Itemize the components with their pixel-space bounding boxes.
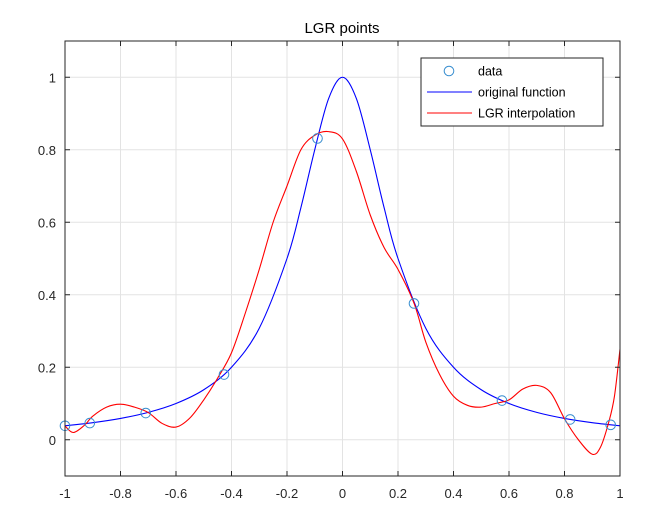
x-tick-label: -0.6 bbox=[165, 486, 187, 501]
axis-ticks: -1 -0.8 -0.6 -0.4 -0.2 0 0.2 0.4 0.6 0.8 1 0 0.2 0.4 0… bbox=[38, 41, 624, 501]
data-marker bbox=[84, 417, 96, 429]
legend-label: LGR interpolation bbox=[478, 107, 575, 121]
x-tick-label: 0.6 bbox=[500, 486, 518, 501]
y-tick-label: 0 bbox=[49, 433, 56, 448]
legend-label: original function bbox=[478, 86, 566, 100]
x-tick-label: -0.4 bbox=[220, 486, 242, 501]
data-marker bbox=[140, 407, 152, 419]
data-marker bbox=[312, 133, 323, 144]
data-marker bbox=[605, 419, 616, 431]
series-line-original-function bbox=[64, 76, 621, 427]
y-tick-label: 0.6 bbox=[38, 215, 56, 230]
series-line-lgr-interpolation bbox=[64, 130, 621, 456]
chart-title: LGR points bbox=[304, 20, 379, 37]
data-marker bbox=[408, 298, 420, 309]
y-tick-label: 0.4 bbox=[38, 288, 56, 303]
x-tick-label: 0 bbox=[339, 486, 346, 501]
data-marker bbox=[564, 414, 576, 425]
y-tick-label: 0.8 bbox=[38, 143, 56, 158]
legend-label: data bbox=[478, 65, 502, 79]
data-marker bbox=[218, 369, 230, 380]
data-marker bbox=[496, 395, 508, 406]
x-tick-label: 1 bbox=[616, 486, 623, 501]
x-tick-label: 0.8 bbox=[555, 486, 573, 501]
x-tick-label: -1 bbox=[59, 486, 71, 501]
x-tick-label: -0.2 bbox=[276, 486, 298, 501]
x-tick-label: 0.4 bbox=[444, 486, 462, 501]
y-tick-label: 1 bbox=[49, 70, 56, 85]
legend[interactable]: data original function LGR interpolation bbox=[420, 57, 604, 127]
x-tick-label: -0.8 bbox=[109, 486, 131, 501]
x-tick-label: 0.2 bbox=[389, 486, 407, 501]
y-tick-label: 0.2 bbox=[38, 360, 56, 375]
legend-marker-data bbox=[443, 65, 455, 77]
